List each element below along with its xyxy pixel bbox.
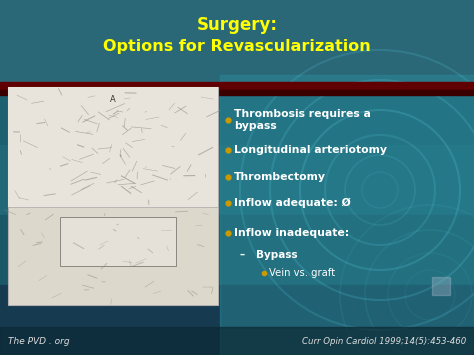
Bar xyxy=(220,75,474,355)
Bar xyxy=(0,145,474,215)
Bar xyxy=(0,82,474,90)
Text: The PVD . org: The PVD . org xyxy=(8,338,70,346)
Bar xyxy=(0,327,474,355)
Text: Longitudinal arteriotomy: Longitudinal arteriotomy xyxy=(234,145,387,155)
Bar xyxy=(0,85,474,145)
Text: Curr Opin Cardiol 1999;14(5):453-460: Curr Opin Cardiol 1999;14(5):453-460 xyxy=(302,338,466,346)
Text: Inflow adequate: Ø: Inflow adequate: Ø xyxy=(234,198,351,208)
Text: Vein vs. graft: Vein vs. graft xyxy=(269,268,335,278)
Bar xyxy=(0,215,474,285)
Text: Inflow inadequate:: Inflow inadequate: xyxy=(234,228,349,238)
Bar xyxy=(8,87,218,305)
Bar xyxy=(8,87,218,207)
Text: Thrombosis requires a
bypass: Thrombosis requires a bypass xyxy=(234,109,371,131)
Bar xyxy=(0,90,474,95)
Bar xyxy=(0,285,474,355)
Text: A: A xyxy=(110,95,116,104)
Text: Options for Revascularization: Options for Revascularization xyxy=(103,39,371,55)
Text: Surgery:: Surgery: xyxy=(197,16,277,34)
Bar xyxy=(0,0,474,85)
Bar xyxy=(8,207,218,305)
Bar xyxy=(432,277,450,295)
Bar xyxy=(0,0,474,85)
Bar xyxy=(61,217,176,266)
Text: –   Bypass: – Bypass xyxy=(240,250,298,260)
Text: Thrombectomy: Thrombectomy xyxy=(234,172,326,182)
